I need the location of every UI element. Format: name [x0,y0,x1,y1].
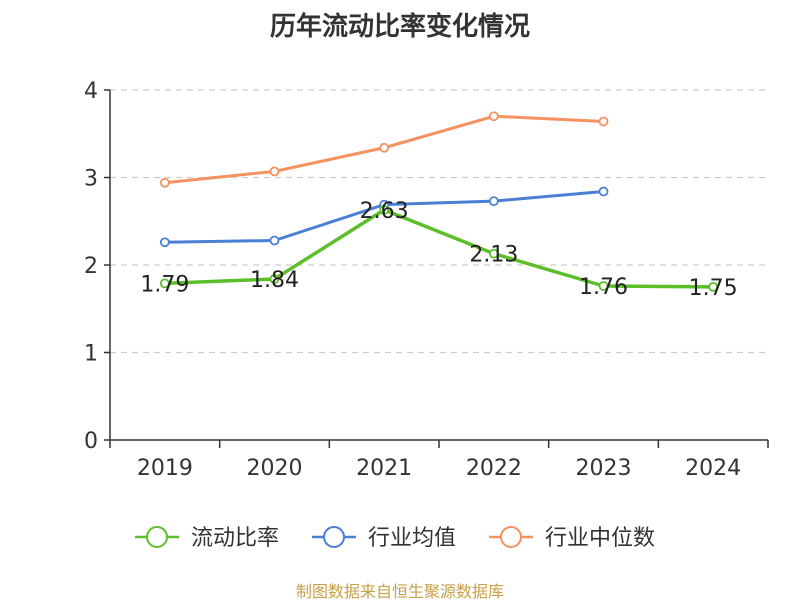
data-point [379,204,390,215]
y-tick-label: 4 [84,79,98,104]
legend-marker [500,526,522,548]
data-point [488,196,499,207]
y-tick-label: 2 [84,254,98,279]
data-point [159,278,170,289]
data-point [269,235,280,246]
x-tick-label: 2020 [247,456,303,481]
data-point [159,237,170,248]
legend-label: 行业均值 [368,526,456,551]
legend-item: 行业中位数 [489,526,655,551]
x-tick-label: 2023 [576,456,632,481]
data-point [269,274,280,284]
data-point [598,116,609,127]
legend-item: 行业均值 [312,526,456,551]
data-point [269,166,280,177]
data-point [488,248,499,259]
chart-title: 历年流动比率变化情况 [269,12,530,42]
legend-item: 流动比率 [135,526,279,551]
legend-label: 流动比率 [191,526,279,551]
grid-layer [110,89,768,354]
series-line-1 [164,208,714,289]
data-label: 1.84 [250,268,299,293]
legend-marker [323,526,345,548]
x-tick-label: 2021 [356,456,412,481]
data-point [379,142,390,153]
data-point [488,111,499,122]
y-tick-label: 1 [84,342,98,367]
y-tick-label: 0 [84,429,98,454]
legend-marker [146,526,168,548]
data-point [598,281,609,291]
series-layer [159,111,719,292]
x-tick-label: 2019 [137,456,193,481]
axis-layer: 0 1 2 3 4 2019 2020 2021 2022 2023 2024 [84,79,769,481]
data-label: 1.79 [140,272,189,297]
data-point [708,281,719,292]
legend: 流动比率 行业均值 行业中位数 [135,526,655,551]
data-label: 2.13 [469,243,518,268]
data-point [159,177,170,188]
data-label: 1.76 [579,275,628,300]
data-label-layer: 1.79 1.84 2.63 2.13 1.76 1.75 [140,199,737,301]
x-tick-label: 2022 [466,456,522,481]
data-point [598,186,609,197]
x-tick-label: 2024 [685,456,741,481]
legend-label: 行业中位数 [545,526,655,551]
y-tick-label: 3 [84,167,98,192]
data-label: 2.63 [360,199,409,224]
data-label: 1.75 [689,276,738,301]
source-note: 制图数据来自恒生聚源数据库 [295,582,504,601]
